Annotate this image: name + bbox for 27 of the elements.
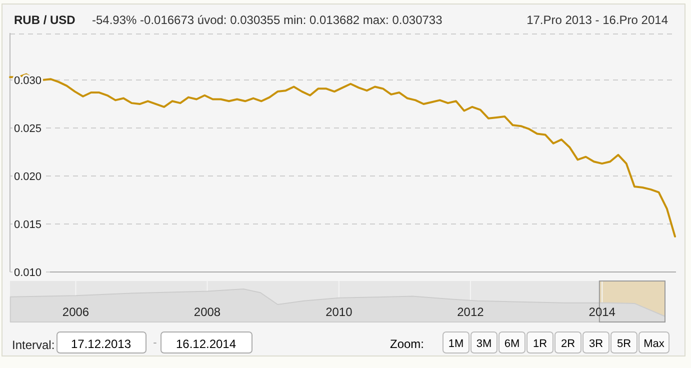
text: 3R	[588, 338, 604, 350]
chart-title: RUB / USD	[14, 13, 76, 27]
y-tick-label: 0.030	[14, 75, 42, 88]
text: 5R	[616, 338, 632, 350]
y-tick-label: 0.010	[14, 267, 42, 279]
text: 17.12.2013	[70, 337, 132, 351]
text: 1R	[532, 338, 548, 350]
x-tick-label: 2010	[326, 305, 353, 319]
x-tick-label: 2008	[194, 305, 221, 319]
chart-subtitle: -54.93% -0.016673 úvod: 0.030355 min: 0.013682 max: 0.030733	[92, 13, 443, 27]
text: Zoom:	[390, 337, 424, 351]
x-tick-label: 2012	[457, 305, 484, 319]
line-series	[9, 73, 676, 238]
text: 1M	[448, 338, 464, 350]
y-tick-label: 0.020	[14, 171, 42, 184]
text: 6M	[504, 338, 520, 350]
x-tick-label: 2006	[62, 305, 90, 319]
text: 2R	[560, 338, 576, 350]
text: Max	[644, 338, 665, 350]
text: 17.Pro 2013 - 16.Pro 2014	[526, 13, 668, 27]
x-tick-label: 2014	[588, 305, 616, 319]
text: 3M	[476, 338, 492, 350]
text: 16.12.2014	[176, 337, 236, 351]
text: Interval:	[12, 338, 55, 352]
y-tick-label: 0.015	[14, 219, 42, 232]
text: -	[153, 337, 158, 349]
y-tick-label: 0.025	[14, 123, 42, 136]
